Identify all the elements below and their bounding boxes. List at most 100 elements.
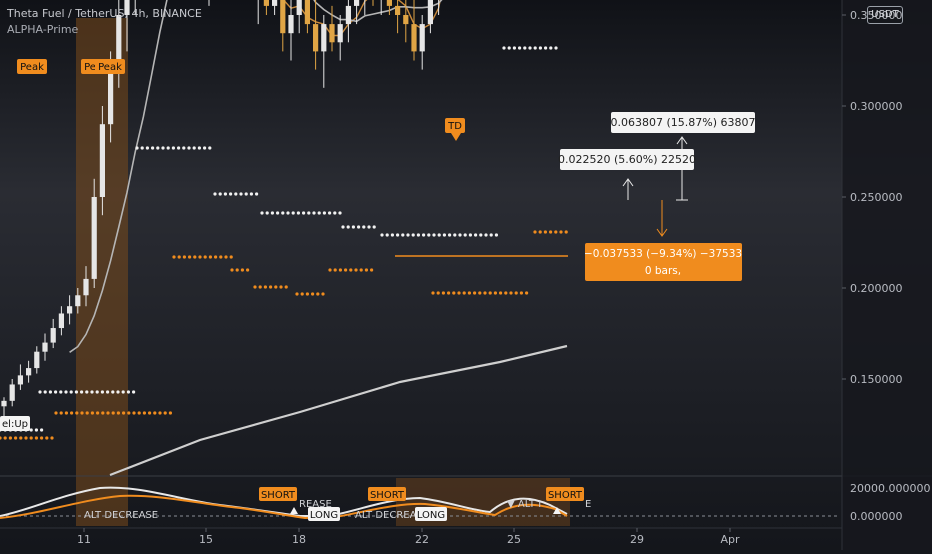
support-dot <box>214 255 218 259</box>
resistance-dot <box>518 46 522 50</box>
resistance-dot <box>116 390 120 394</box>
candle-body <box>67 306 73 314</box>
resistance-dot <box>40 428 44 432</box>
resistance-dot <box>468 233 472 237</box>
sub-label: SHORT <box>548 490 583 501</box>
candle-body <box>108 69 114 125</box>
resistance-dot <box>249 192 253 196</box>
support-dot <box>284 285 288 289</box>
sub-label-box <box>415 507 447 521</box>
support-dot <box>24 436 28 440</box>
candle-body <box>419 24 425 52</box>
resistance-dot <box>156 146 160 150</box>
candle-body <box>272 0 278 6</box>
resistance-dot <box>432 233 436 237</box>
candle-body <box>34 351 40 369</box>
support-dot <box>80 411 84 415</box>
resistance-dot <box>166 146 170 150</box>
resistance-dot <box>422 233 426 237</box>
signal-label: Peak <box>20 62 44 73</box>
measure-arrow-down-head <box>656 228 668 237</box>
resistance-dot <box>286 211 290 215</box>
resistance-dot <box>218 192 222 196</box>
resistance-dot <box>528 46 532 50</box>
support-dot <box>29 436 33 440</box>
resistance-dot <box>255 192 259 196</box>
measure-arrow-up-head <box>676 136 688 145</box>
resistance-dot <box>140 146 144 150</box>
sub-y-tick-label: 20000.000000 <box>850 482 930 495</box>
resistance-dot <box>411 233 415 237</box>
sub-label: SHORT <box>261 490 296 501</box>
support-dot <box>447 291 451 295</box>
support-dot <box>45 436 49 440</box>
x-tick-label: 18 <box>292 533 306 546</box>
resistance-dot <box>484 233 488 237</box>
support-dot <box>370 268 374 272</box>
resistance-dot <box>479 233 483 237</box>
resistance-dot <box>544 46 548 50</box>
resistance-dot <box>48 390 53 394</box>
currency-button[interactable]: USDT <box>867 6 903 24</box>
candle-body <box>263 0 269 6</box>
support-dot <box>253 285 257 289</box>
support-dot <box>50 436 54 440</box>
candle-body <box>288 15 294 34</box>
support-dot <box>177 255 181 259</box>
support-dot <box>54 411 58 415</box>
candle-body <box>9 384 15 401</box>
sub-label: LONG <box>417 510 445 521</box>
x-tick-label: 29 <box>630 533 644 546</box>
resistance-dot <box>132 390 136 394</box>
sub-oscillator-orange <box>0 494 568 520</box>
resistance-dot <box>270 211 274 215</box>
support-dot <box>483 291 487 295</box>
support-dot <box>269 285 273 289</box>
support-dot <box>354 268 358 272</box>
support-dot <box>3 436 7 440</box>
signal-label-box <box>0 416 30 431</box>
support-dot <box>235 268 239 272</box>
resistance-dot <box>135 146 139 150</box>
candle-body <box>403 15 409 25</box>
candle-body <box>296 0 302 16</box>
support-dot <box>441 291 445 295</box>
candle-body <box>280 0 286 34</box>
resistance-dot <box>351 225 355 229</box>
resistance-dot <box>161 146 165 150</box>
support-dot <box>90 411 94 415</box>
peak-band <box>76 18 128 526</box>
resistance-dot <box>494 233 498 237</box>
candle-body <box>17 375 23 385</box>
support-dot <box>305 292 309 296</box>
x-tick-label: 11 <box>77 533 91 546</box>
resistance-dot <box>54 390 58 394</box>
resistance-dot <box>151 146 155 150</box>
resistance-dot <box>427 233 431 237</box>
resistance-dot <box>74 390 78 394</box>
resistance-dot <box>29 428 33 432</box>
support-dot <box>148 411 152 415</box>
support-dot <box>359 268 363 272</box>
support-dot <box>311 292 315 296</box>
resistance-dot <box>34 428 39 432</box>
resistance-dot <box>474 233 478 237</box>
support-dot <box>64 411 68 415</box>
candle-body <box>83 278 89 296</box>
resistance-dot <box>187 146 191 150</box>
support-dot <box>478 291 482 295</box>
support-dot <box>208 255 212 259</box>
resistance-dot <box>43 390 47 394</box>
resistance-dot <box>171 146 175 150</box>
resistance-dot <box>126 390 130 394</box>
y-tick-label: 0.300000 <box>850 100 903 113</box>
resistance-dot <box>177 146 181 150</box>
resistance-dot <box>59 390 63 394</box>
support-dot <box>85 411 89 415</box>
resistance-dot <box>229 192 233 196</box>
resistance-dot <box>111 390 115 394</box>
support-dot <box>499 291 503 295</box>
sub-label: ALT DECREASE <box>355 510 429 521</box>
resistance-dot <box>90 390 94 394</box>
